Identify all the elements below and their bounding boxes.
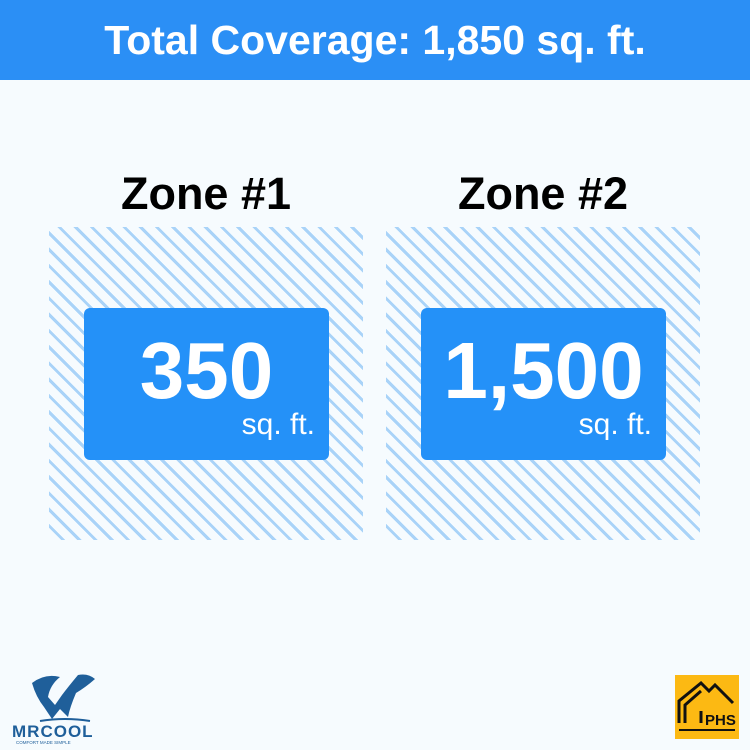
zone-1-unit: sq. ft. [241,408,315,441]
svg-text:PHS: PHS [705,712,736,729]
zone-1-value: 350 [139,326,274,415]
phs-logo: PHS [675,675,739,739]
total-coverage-title: Total Coverage: 1,850 sq. ft. [104,16,646,63]
svg-text:COMFORT MADE SIMPLE: COMFORT MADE SIMPLE [16,740,71,745]
zone-2-card: 1,500 sq. ft. [421,308,666,460]
zone-1-title: Zone #1 [120,168,292,219]
zone-2-value: 1,500 [443,326,644,415]
zone-2-title: Zone #2 [457,168,629,219]
total-coverage-banner: Total Coverage: 1,850 sq. ft. [0,0,750,80]
svg-text:MRCOOL: MRCOOL [12,722,94,741]
zone-1-card: 350 sq. ft. [84,308,329,460]
zone-2-unit: sq. ft. [578,408,652,441]
mrcool-logo: MRCOOL COMFORT MADE SIMPLE [10,665,120,745]
